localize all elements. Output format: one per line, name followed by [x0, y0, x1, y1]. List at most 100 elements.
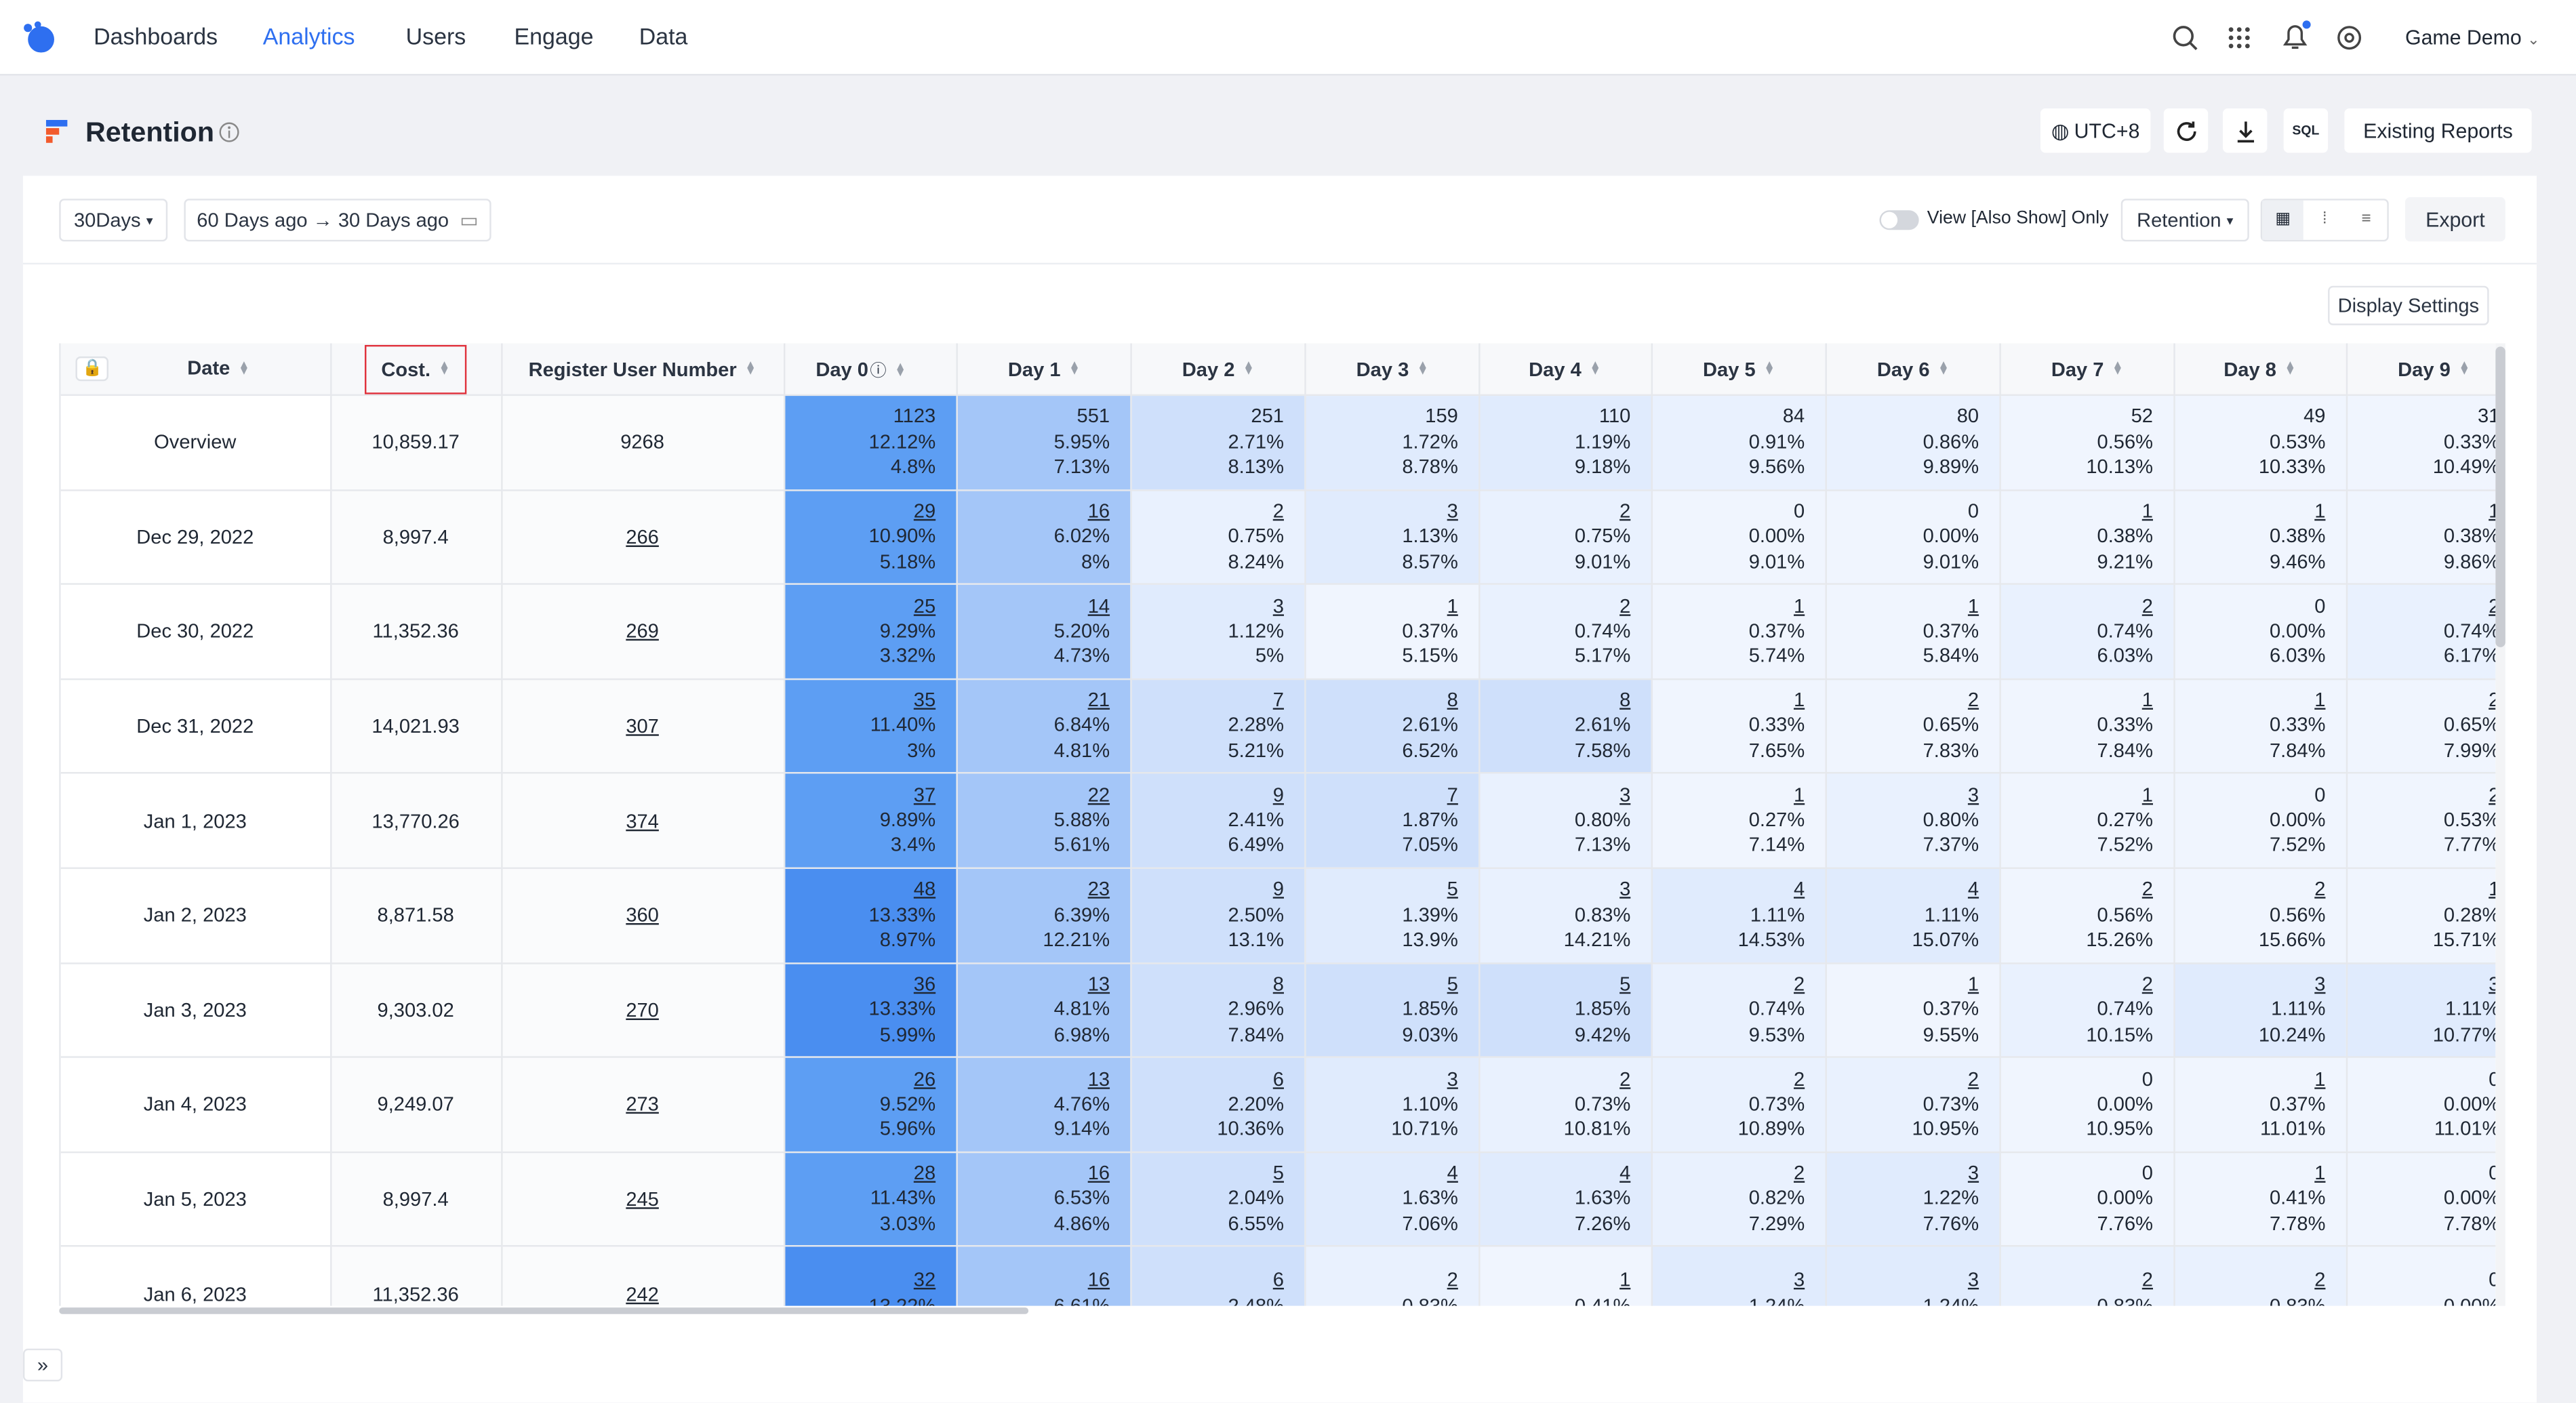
range-select[interactable]: 30Days ▾: [59, 199, 168, 242]
settings-icon[interactable]: [2335, 23, 2364, 53]
retained-count[interactable]: 48: [913, 877, 936, 901]
retained-count[interactable]: 28: [913, 1161, 936, 1185]
retained-count[interactable]: 3: [1447, 1067, 1458, 1090]
retained-count[interactable]: 8: [1619, 688, 1631, 712]
retained-count[interactable]: 2: [1619, 499, 1631, 523]
sort-icon[interactable]: ▲ ▼: [1937, 360, 1950, 379]
retained-count[interactable]: 2: [1794, 972, 1805, 996]
retained-count[interactable]: 14: [1087, 594, 1110, 617]
retained-count[interactable]: 1: [1967, 594, 1979, 617]
expand-button[interactable]: »: [22, 1348, 63, 1382]
retained-count[interactable]: 16: [1087, 1268, 1110, 1292]
retained-count[interactable]: 4: [1794, 877, 1805, 901]
retained-count[interactable]: 36: [913, 972, 936, 996]
nav-item[interactable]: Dashboards: [94, 22, 218, 49]
retained-count[interactable]: 2: [1967, 688, 1979, 712]
retained-count[interactable]: 1: [1967, 972, 1979, 996]
sort-icon[interactable]: ▲ ▼: [1068, 360, 1081, 379]
retained-count[interactable]: 6: [1272, 1067, 1284, 1090]
retained-count[interactable]: 3: [1447, 499, 1458, 523]
sort-icon[interactable]: ▲ ▼: [2285, 360, 2296, 379]
retained-count[interactable]: 23: [1087, 877, 1110, 901]
v-scroll-thumb[interactable]: [2495, 346, 2505, 647]
chart-view[interactable]: ⁞: [2322, 210, 2327, 228]
nav-item[interactable]: Engage: [514, 22, 594, 49]
retained-count[interactable]: 1: [1794, 594, 1805, 617]
retained-count[interactable]: 2: [2141, 877, 2153, 901]
export-button[interactable]: Export: [2405, 197, 2505, 242]
retained-count[interactable]: 2: [1794, 1067, 1805, 1090]
retained-count[interactable]: 35: [913, 688, 936, 712]
retained-count[interactable]: 3: [1619, 783, 1631, 807]
retained-count[interactable]: 1: [2141, 688, 2153, 712]
retained-count[interactable]: 2: [2141, 594, 2153, 617]
retained-count[interactable]: 2: [2314, 1268, 2326, 1292]
retained-count[interactable]: 1: [2141, 783, 2153, 807]
metric-select[interactable]: Retention ▾: [2120, 199, 2249, 242]
retained-count[interactable]: 8: [1272, 972, 1284, 996]
search-icon[interactable]: [2170, 23, 2200, 53]
sort-icon[interactable]: ▲ ▼: [1417, 360, 1429, 379]
nav-item[interactable]: Users: [405, 22, 466, 49]
retained-count[interactable]: 13: [1087, 972, 1110, 996]
sort-icon[interactable]: ▲ ▼: [744, 360, 757, 379]
retained-count[interactable]: 16: [1087, 1161, 1110, 1185]
sort-icon[interactable]: ▲ ▼: [1763, 360, 1775, 379]
retained-count[interactable]: 4: [1447, 1161, 1458, 1185]
nav-item[interactable]: Analytics: [262, 22, 355, 49]
retained-count[interactable]: 2: [1619, 1067, 1631, 1090]
retained-count[interactable]: 2: [2141, 1268, 2153, 1292]
retained-count[interactable]: 1: [1447, 594, 1458, 617]
date-picker[interactable]: 60 Days ago → 30 Days ago ▭: [184, 199, 491, 242]
users-value[interactable]: 270: [626, 998, 659, 1022]
info-icon[interactable]: [218, 121, 240, 143]
sql-button[interactable]: SQL: [2283, 108, 2329, 153]
retained-count[interactable]: 37: [913, 783, 936, 807]
retained-count[interactable]: 3: [2489, 972, 2495, 995]
bell-icon[interactable]: [2278, 20, 2311, 52]
retained-count[interactable]: 5: [1447, 877, 1458, 901]
retained-count[interactable]: 9: [1272, 877, 1284, 901]
retained-count[interactable]: 9: [1272, 783, 1284, 807]
retained-count[interactable]: 26: [913, 1067, 936, 1090]
retained-count[interactable]: 7: [1272, 688, 1284, 712]
retained-count[interactable]: 5: [1272, 1161, 1284, 1185]
display-settings-button[interactable]: Display Settings: [2328, 285, 2489, 325]
sort-icon[interactable]: ▲ ▼: [2458, 360, 2470, 379]
retained-count[interactable]: 2: [2489, 594, 2495, 617]
users-value[interactable]: 266: [626, 525, 659, 549]
retained-count[interactable]: 2: [1447, 1268, 1458, 1292]
refresh-button[interactable]: [2163, 108, 2209, 153]
retained-count[interactable]: 1: [2489, 500, 2495, 523]
retained-count[interactable]: 3: [1967, 783, 1979, 807]
users-value[interactable]: 245: [626, 1187, 659, 1211]
sort-icon[interactable]: ▲ ▼: [1243, 360, 1255, 379]
bar-view[interactable]: ≡: [2361, 210, 2371, 228]
retained-count[interactable]: 22: [1087, 783, 1110, 807]
retained-count[interactable]: 1: [2489, 878, 2495, 901]
users-value[interactable]: 307: [626, 714, 659, 738]
retained-count[interactable]: 1: [1794, 688, 1805, 712]
retained-count[interactable]: 16: [1087, 499, 1110, 523]
retained-count[interactable]: 2: [2489, 689, 2495, 712]
retained-count[interactable]: 2: [2489, 783, 2495, 806]
retained-count[interactable]: 2: [1272, 499, 1284, 523]
h-scroll-thumb[interactable]: [59, 1307, 1029, 1314]
download-button[interactable]: [2222, 108, 2268, 153]
sort-icon[interactable]: ▲ ▼: [2112, 360, 2124, 379]
retained-count[interactable]: 5: [1447, 972, 1458, 996]
nav-item[interactable]: Data: [639, 22, 688, 49]
retained-count[interactable]: 29: [913, 499, 936, 523]
existing-reports-button[interactable]: Existing Reports: [2344, 108, 2532, 153]
retained-count[interactable]: 2: [1794, 1161, 1805, 1185]
table-view[interactable]: ▦: [2262, 200, 2304, 240]
retained-count[interactable]: 1: [2314, 688, 2326, 712]
retained-count[interactable]: 25: [913, 594, 936, 617]
retained-count[interactable]: 1: [2314, 1067, 2326, 1090]
users-value[interactable]: 242: [626, 1282, 659, 1305]
retained-count[interactable]: 1: [2141, 499, 2153, 523]
retained-count[interactable]: 4: [1967, 877, 1979, 901]
sort-icon[interactable]: ▲ ▼: [894, 361, 906, 380]
retained-count[interactable]: 8: [1447, 688, 1458, 712]
retained-count[interactable]: 1: [2314, 499, 2326, 523]
